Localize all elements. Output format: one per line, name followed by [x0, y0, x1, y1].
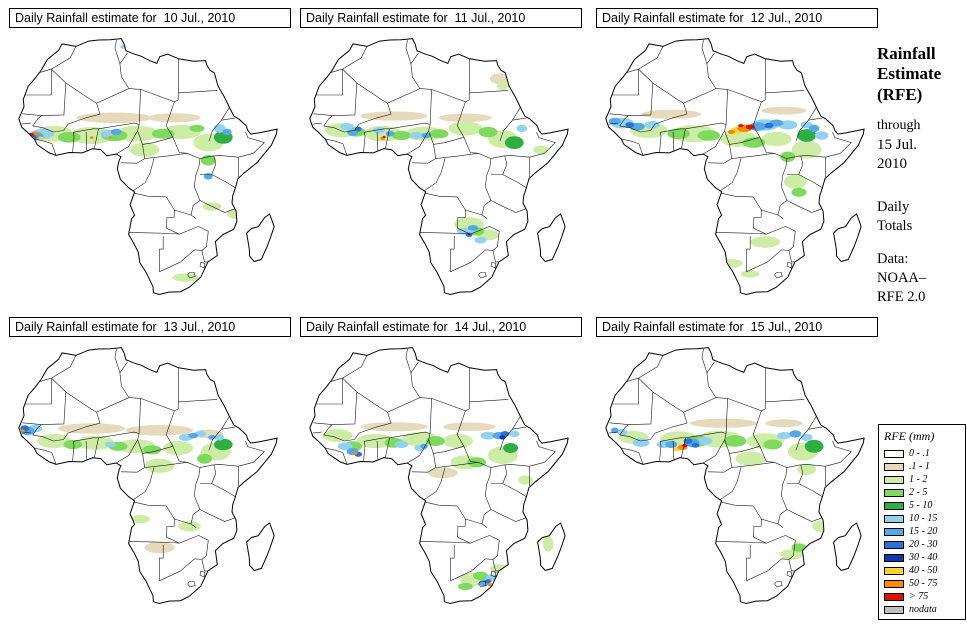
legend-row: > 75: [884, 590, 960, 603]
legend-label: 10 - 15: [909, 513, 938, 524]
legend-label: 2 - 5: [909, 487, 928, 498]
africa-map-svg: [18, 38, 278, 296]
sidebar-source-line: RFE 2.0: [877, 289, 926, 306]
sidebar-title-line: Estimate: [877, 64, 942, 84]
panel-title: Daily Rainfall estimate for 15 Jul., 201…: [596, 317, 878, 337]
africa-map-svg: [309, 38, 569, 296]
legend-label: 50 - 75: [909, 578, 938, 589]
legend-swatch: [884, 488, 904, 497]
sidebar-through-label: through: [877, 118, 921, 134]
legend-rows: 0 - .1 .1 - 1 1 - 2 2 - 5 5 - 10 10 - 15 15 - …: [884, 447, 960, 616]
africa-map-svg: [605, 38, 865, 296]
legend-swatch: [884, 501, 904, 510]
madagascar-outline: [833, 522, 862, 572]
africa-map: [300, 338, 582, 622]
panel-title: Daily Rainfall estimate for 12 Jul., 201…: [596, 8, 878, 28]
legend-swatch: [884, 579, 904, 588]
legend-row: 1 - 2: [884, 473, 960, 486]
sidebar-data-label: Data:: [877, 251, 909, 268]
sidebar-date: 15 Jul. 2010: [877, 136, 967, 174]
legend-row: 10 - 15: [884, 512, 960, 525]
map-panel-3: Daily Rainfall estimate for 12 Jul., 201…: [596, 8, 878, 313]
legend-swatch: [884, 475, 904, 484]
madagascar-outline: [246, 213, 275, 263]
legend-label: 1 - 2: [909, 474, 928, 485]
africa-coastline: [18, 38, 278, 296]
map-panel-5: Daily Rainfall estimate for 14 Jul., 201…: [300, 317, 582, 622]
legend-label: 15 - 20: [909, 526, 938, 537]
panel-title: Daily Rainfall estimate for 14 Jul., 201…: [300, 317, 582, 337]
africa-coastline: [605, 38, 865, 296]
sidebar-totals-line: Totals: [877, 217, 913, 234]
africa-map-svg: [18, 347, 278, 605]
africa-coastline: [605, 347, 865, 605]
legend-label: 40 - 50: [909, 565, 938, 576]
africa-map: [9, 29, 291, 313]
africa-map-svg: [309, 347, 569, 605]
legend-swatch: [884, 462, 904, 471]
map-panel-2: Daily Rainfall estimate for 11 Jul., 201…: [300, 8, 582, 313]
map-panel-4: Daily Rainfall estimate for 13 Jul., 201…: [9, 317, 291, 622]
sidebar-source-line: NOAA–: [877, 270, 927, 287]
legend-label: 0 - .1: [909, 448, 930, 459]
legend-row: 2 - 5: [884, 486, 960, 499]
sidebar-data-source: Data: NOAA– RFE 2.0: [877, 250, 967, 307]
legend-swatch: [884, 540, 904, 549]
africa-coastline: [309, 347, 569, 605]
sidebar-title-line: (RFE): [877, 84, 923, 104]
legend-label: 20 - 30: [909, 539, 938, 550]
legend-label: 5 - 10: [909, 500, 933, 511]
legend-swatch: [884, 449, 904, 458]
legend-row: 30 - 40: [884, 551, 960, 564]
legend-swatch: [884, 553, 904, 562]
legend-row: nodata: [884, 603, 960, 616]
panel-title: Daily Rainfall estimate for 10 Jul., 201…: [9, 8, 291, 28]
map-panel-6: Daily Rainfall estimate for 15 Jul., 201…: [596, 317, 878, 622]
legend-title: RFE (mm): [884, 429, 935, 443]
africa-map: [9, 338, 291, 622]
africa-coastline: [18, 347, 278, 605]
legend-swatch: [884, 514, 904, 523]
legend-label: .1 - 1: [909, 461, 930, 472]
map-panel-1: Daily Rainfall estimate for 10 Jul., 201…: [9, 8, 291, 313]
legend-row: 5 - 10: [884, 499, 960, 512]
legend-row: 0 - .1: [884, 447, 960, 460]
legend-row: 20 - 30: [884, 538, 960, 551]
madagascar-outline: [537, 522, 566, 572]
sidebar-totals: Daily Totals: [877, 198, 967, 236]
legend-row: 40 - 50: [884, 564, 960, 577]
legend-swatch: [884, 592, 904, 601]
sidebar: Rainfall Estimate (RFE) through 15 Jul. …: [877, 44, 967, 307]
sidebar-totals-line: Daily: [877, 198, 910, 215]
africa-coastline: [309, 38, 569, 296]
madagascar-outline: [833, 213, 862, 263]
madagascar-outline: [246, 522, 275, 572]
africa-map: [596, 29, 878, 313]
legend-label: > 75: [909, 591, 929, 602]
legend-swatch: [884, 605, 904, 614]
legend-swatch: [884, 527, 904, 536]
legend-label: nodata: [909, 604, 937, 615]
legend-swatch: [884, 566, 904, 575]
legend-row: 50 - 75: [884, 577, 960, 590]
africa-map: [596, 338, 878, 622]
sidebar-title: Rainfall Estimate (RFE): [877, 44, 967, 105]
africa-map-svg: [605, 347, 865, 605]
sidebar-title-line: Rainfall: [877, 44, 936, 63]
africa-map: [300, 29, 582, 313]
panel-title: Daily Rainfall estimate for 11 Jul., 201…: [300, 8, 582, 28]
legend-row: 15 - 20: [884, 525, 960, 538]
sidebar-date-line: 15 Jul.: [877, 137, 918, 154]
legend-row: .1 - 1: [884, 460, 960, 473]
madagascar-outline: [537, 213, 566, 263]
sidebar-date-line: 2010: [877, 155, 907, 172]
legend: RFE (mm) 0 - .1 .1 - 1 1 - 2 2 - 5 5 - 10 10 …: [878, 424, 966, 620]
legend-label: 30 - 40: [909, 552, 938, 563]
panel-title: Daily Rainfall estimate for 13 Jul., 201…: [9, 317, 291, 337]
